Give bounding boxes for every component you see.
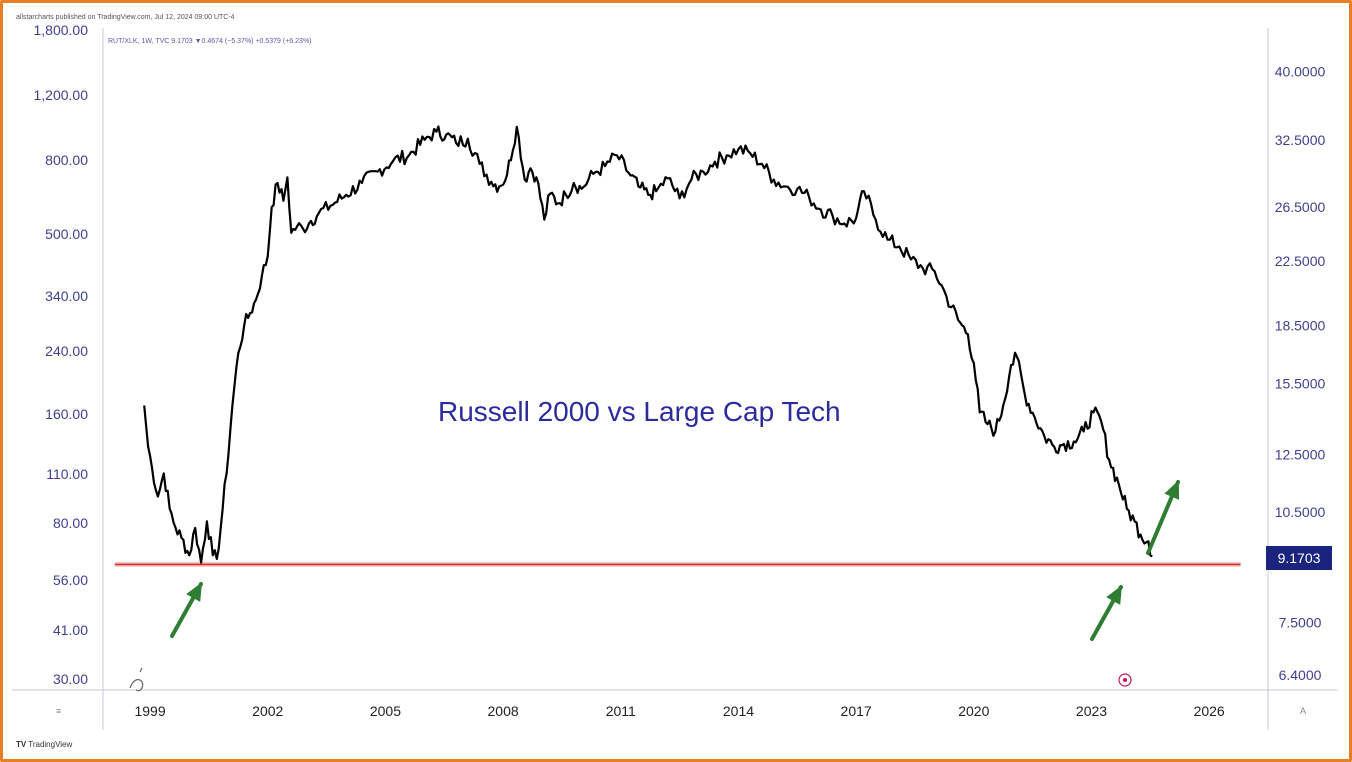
- x-tick-label: 2020: [958, 703, 989, 719]
- left-tick-label: 30.00: [53, 671, 88, 687]
- right-tick-label: 7.5000: [1279, 615, 1322, 631]
- axis-menu-button-left[interactable]: ≡: [56, 706, 62, 716]
- x-tick-label: 2002: [252, 703, 283, 719]
- last-value-tag: 9.1703: [1266, 546, 1332, 570]
- green-arrow: [1090, 585, 1123, 641]
- green-arrow-head: [1164, 480, 1180, 500]
- left-axis: 30.00 41.00 56.00 80.00 110.00 160.00 240.00 34…: [34, 22, 89, 687]
- tradingview-logo: TV: [16, 740, 27, 749]
- right-axis: 6.4000 7.5000 10.5000 12.5000 15.5000 18.5000…: [1275, 63, 1326, 682]
- x-axis: 1999 2002 2005 2008 2011 2014 2017 2020 2023 2026: [134, 703, 1224, 719]
- left-tick-label: 110.00: [46, 466, 88, 482]
- green-arrow-head: [186, 582, 202, 602]
- x-tick-label: 2017: [841, 703, 872, 719]
- right-tick-label: 26.5000: [1275, 199, 1326, 215]
- left-tick-label: 56.00: [53, 572, 88, 588]
- green-arrow-head: [1106, 585, 1122, 605]
- left-tick-label: 41.00: [53, 622, 88, 638]
- drawing-tool-icon[interactable]: [129, 667, 144, 692]
- x-tick-label: 2005: [370, 703, 401, 719]
- price-line: [143, 125, 1153, 564]
- chart-title: Russell 2000 vs Large Cap Tech: [438, 396, 841, 427]
- series-meta: RUT/XLK, 1W, TVC 9.1703 ▼0.4674 (−5.37%)…: [108, 38, 312, 45]
- left-tick-label: 340.00: [45, 288, 88, 304]
- target-icon[interactable]: [1118, 673, 1132, 687]
- green-arrow: [170, 582, 203, 638]
- left-tick-label: 160.00: [45, 406, 88, 422]
- tradingview-label: TradingView: [28, 740, 73, 749]
- series-group: [143, 125, 1153, 564]
- publisher-meta: allstarcharts published on TradingView.c…: [16, 14, 235, 21]
- right-tick-label: 22.5000: [1275, 253, 1326, 269]
- axis-menu-button-right[interactable]: A: [1300, 706, 1307, 716]
- left-tick-label: 240.00: [45, 343, 88, 359]
- x-tick-label: 2014: [723, 703, 754, 719]
- right-tick-label: 40.0000: [1275, 63, 1326, 79]
- x-tick-label: 2008: [488, 703, 519, 719]
- left-tick-label: 1,200.00: [34, 87, 89, 103]
- left-tick-label: 800.00: [45, 152, 88, 168]
- right-tick-label: 12.5000: [1275, 446, 1326, 462]
- x-tick-label: 2023: [1076, 703, 1107, 719]
- right-tick-label: 15.5000: [1275, 376, 1326, 392]
- right-tick-label: 18.5000: [1275, 317, 1326, 333]
- tradingview-footer: TV TradingView: [16, 740, 72, 749]
- x-tick-label: 2026: [1194, 703, 1225, 719]
- right-tick-label: 6.4000: [1279, 667, 1322, 683]
- green-arrow: [1146, 480, 1180, 555]
- x-tick-label: 2011: [606, 703, 636, 719]
- right-tick-label: 10.5000: [1275, 504, 1326, 520]
- left-tick-label: 1,800.00: [34, 22, 89, 38]
- annotation-arrows: [170, 480, 1180, 641]
- left-tick-label: 500.00: [45, 226, 88, 242]
- right-tick-label: 32.5000: [1275, 132, 1326, 148]
- x-tick-label: 1999: [134, 703, 165, 719]
- left-tick-label: 80.00: [53, 515, 88, 531]
